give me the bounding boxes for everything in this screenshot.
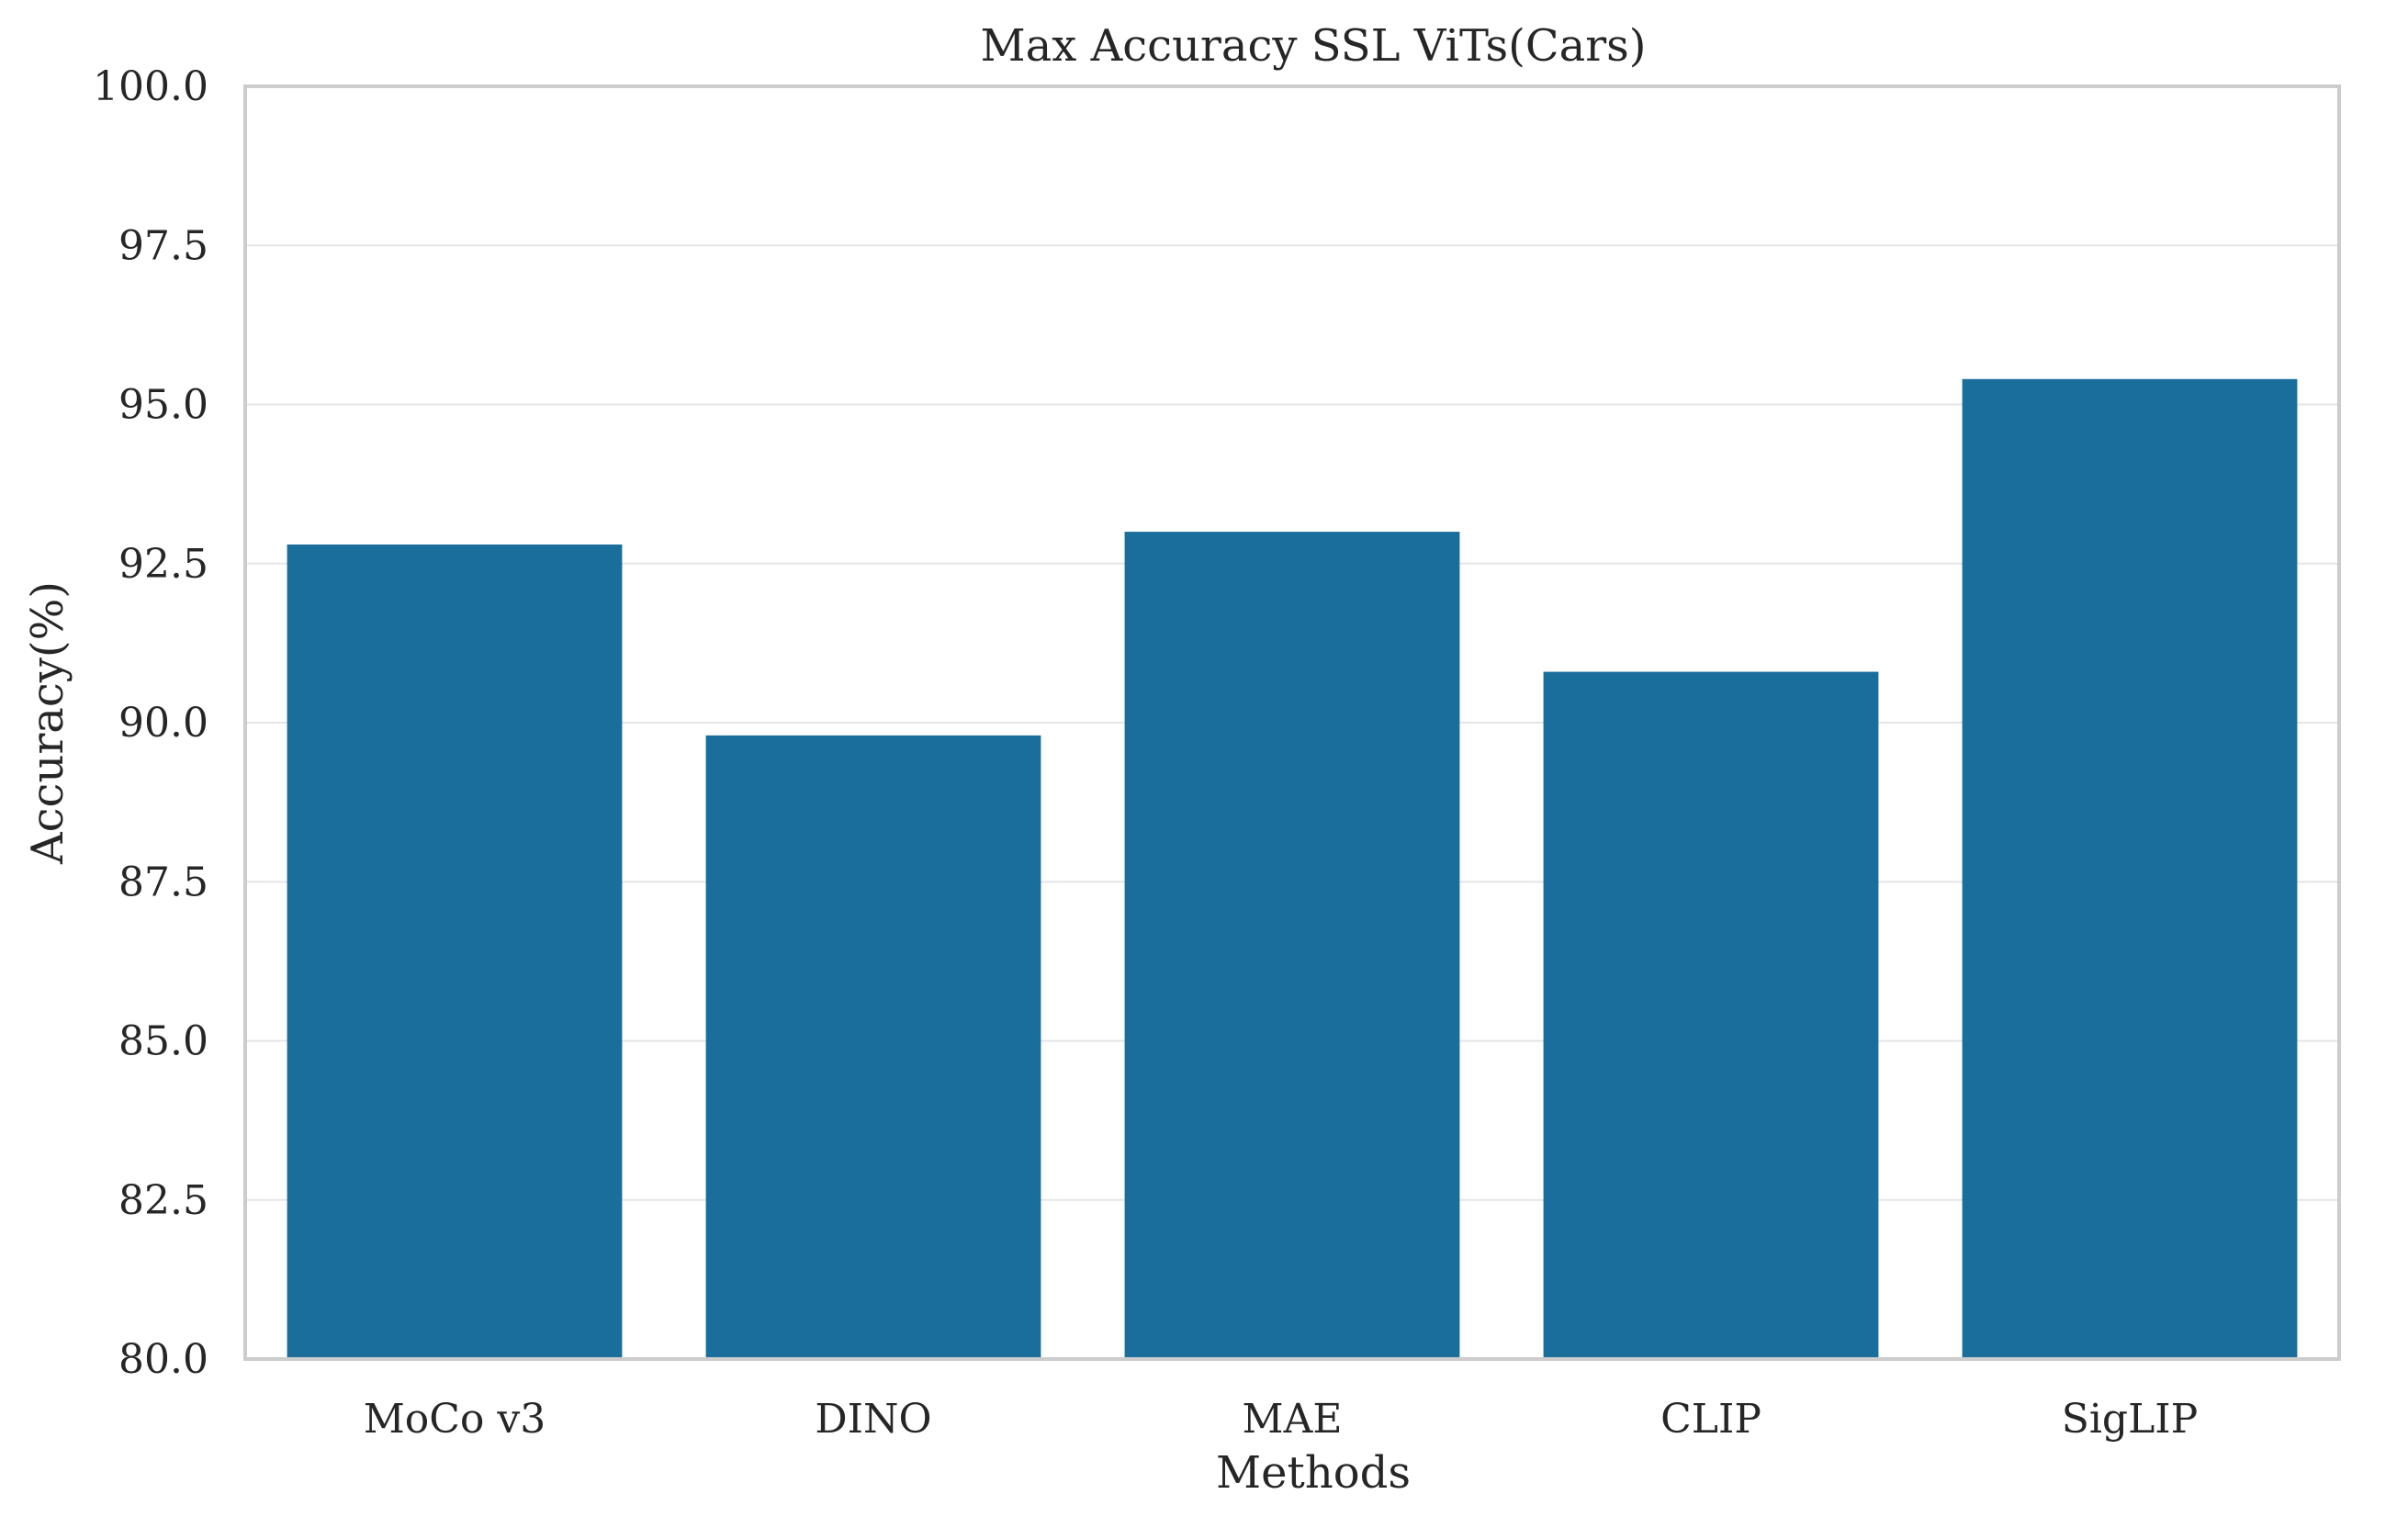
bar-siglip	[1962, 378, 2298, 1359]
y-tick-label: 80.0	[118, 1336, 208, 1383]
bar-clip	[1543, 671, 1879, 1359]
plot-frame	[243, 84, 2341, 1361]
y-tick-label: 97.5	[118, 222, 208, 269]
bars	[287, 378, 2298, 1359]
bar-moco-v3	[287, 544, 623, 1359]
y-tick-label: 87.5	[118, 859, 208, 905]
x-tick-label: MoCo v3	[364, 1396, 546, 1443]
bar-dino	[705, 735, 1041, 1359]
chart-title: Max Accuracy SSL ViTs(Cars)	[980, 20, 1646, 72]
y-tick-label: 95.0	[118, 382, 208, 429]
x-axis-label: Methods	[1216, 1447, 1411, 1499]
y-tick-label: 100.0	[93, 63, 208, 110]
x-tick-label: MAE	[1243, 1396, 1343, 1443]
bar-mae	[1124, 532, 1460, 1359]
x-tick-labels: MoCo v3 DINO MAE CLIP SigLIP	[364, 1396, 2199, 1443]
x-tick-label: CLIP	[1660, 1396, 1761, 1443]
y-axis-label: Accuracy(%)	[22, 581, 73, 865]
y-tick-label: 90.0	[118, 700, 208, 747]
y-tick-label: 82.5	[118, 1177, 208, 1224]
x-tick-label: SigLIP	[2062, 1396, 2199, 1443]
y-tick-label: 85.0	[118, 1018, 208, 1065]
x-tick-label: DINO	[815, 1396, 931, 1443]
y-tick-labels: 80.0 82.5 85.0 87.5 90.0 92.5 95.0 97.5 100.0	[93, 63, 208, 1383]
y-tick-label: 92.5	[118, 541, 208, 588]
